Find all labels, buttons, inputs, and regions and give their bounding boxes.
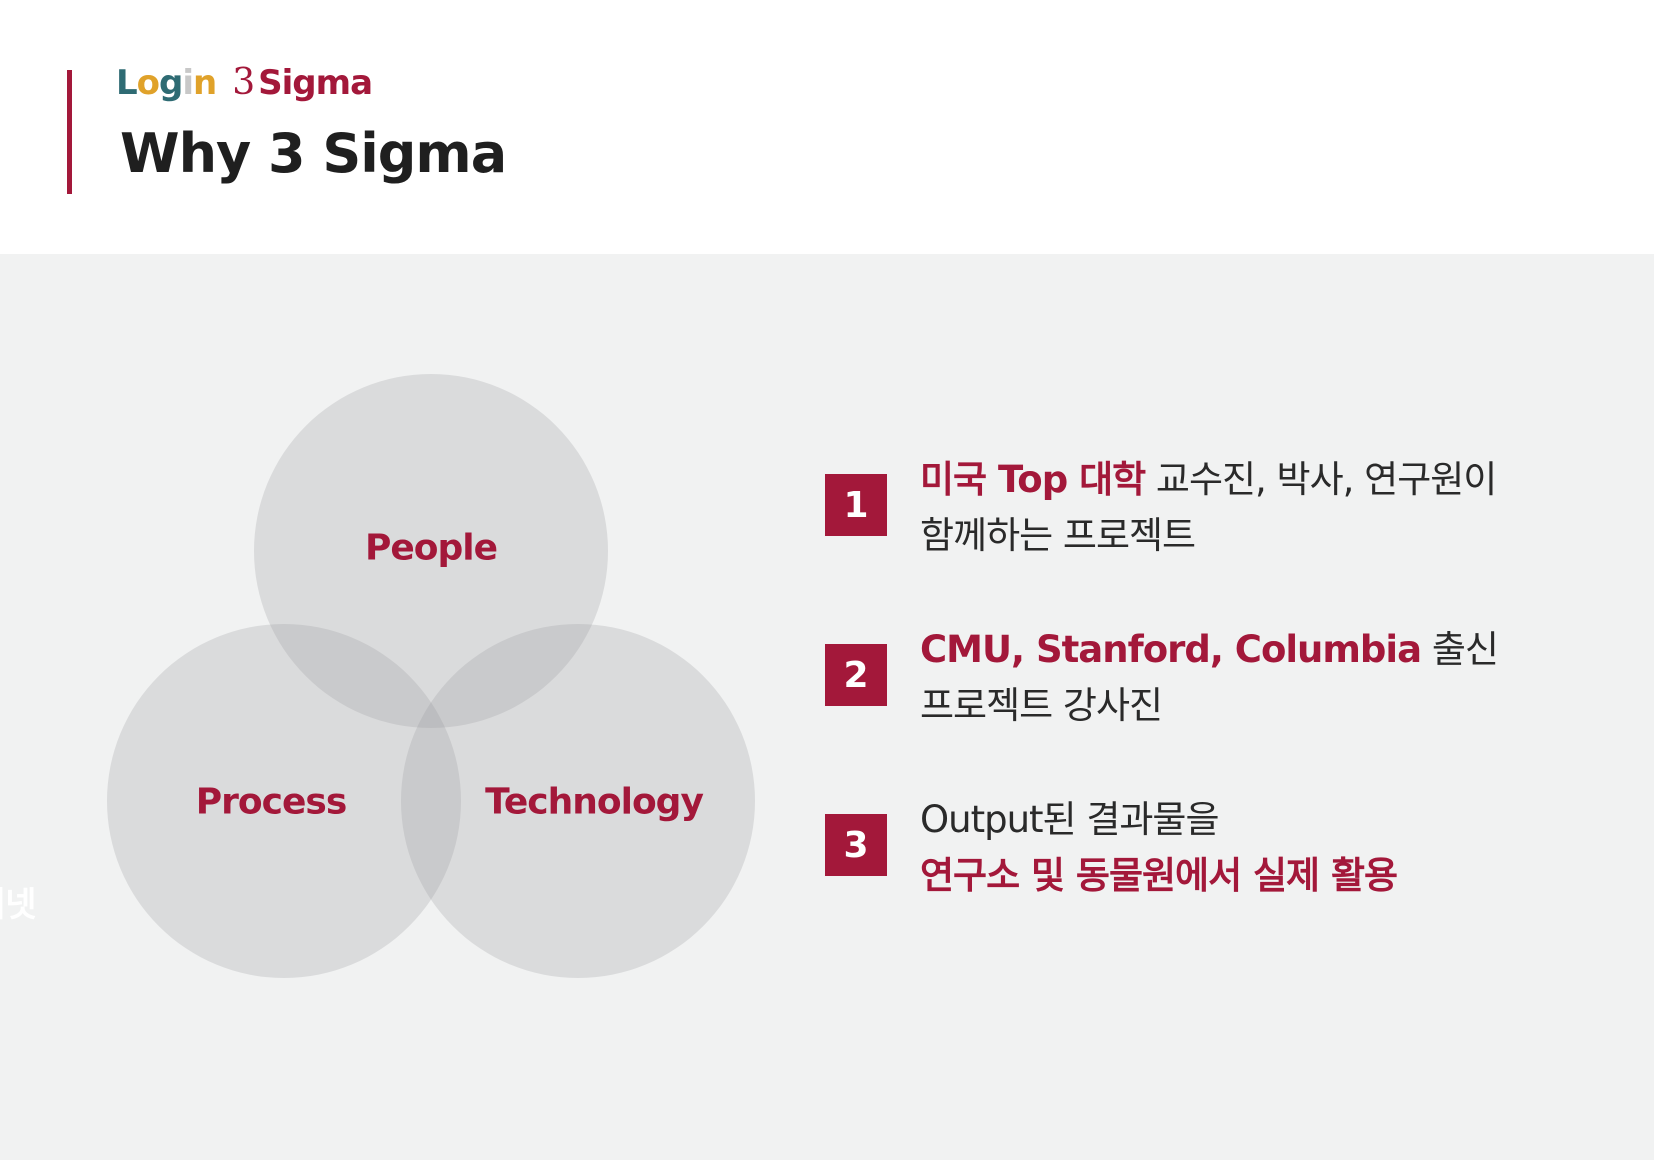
venn-diagram: People Process Technology bbox=[0, 254, 780, 1166]
logo-letter-l: L bbox=[116, 63, 138, 103]
venn-circle-process bbox=[107, 624, 461, 978]
reason-line-1: 미국 Top 대학 교수진, 박사, 연구원이 bbox=[920, 452, 1640, 508]
reason-line-1: Output된 결과물을 bbox=[920, 798, 1220, 841]
page-title: Why 3 Sigma bbox=[120, 122, 507, 185]
reason-rest: 교수진, 박사, 연구원이 bbox=[1145, 458, 1497, 501]
logo-letter-g: g bbox=[159, 63, 183, 103]
logo-three: 3 bbox=[232, 62, 255, 103]
bottom-strip bbox=[0, 1160, 1654, 1166]
logo-letter-n: n bbox=[193, 63, 217, 103]
reason-line-2: 함께하는 프로젝트 bbox=[920, 514, 1196, 557]
slide-header: L o g i n 3 Sigma Why 3 Sigma bbox=[0, 0, 1654, 254]
venn-label-process: Process bbox=[195, 781, 347, 823]
logo-sigma: Sigma bbox=[258, 63, 373, 103]
reason-line-2: 프로젝트 강사진 bbox=[920, 684, 1163, 727]
login-3sigma-logo: L o g i n 3 Sigma bbox=[116, 62, 373, 112]
reason-highlight: 미국 Top 대학 bbox=[920, 458, 1146, 501]
edge-bleed-line-2: 네넷 bbox=[0, 885, 37, 925]
title-accent-bar bbox=[67, 70, 72, 194]
reason-line-1: CMU, Stanford, Columbia 출신 bbox=[920, 622, 1640, 678]
reason-number-badge: 1 bbox=[825, 474, 887, 536]
venn-circle-technology bbox=[401, 624, 755, 978]
venn-circle-people bbox=[254, 374, 608, 728]
logo-letter-i: i bbox=[182, 63, 194, 103]
reason-text: 미국 Top 대학 교수진, 박사, 연구원이 함께하는 프로젝트 bbox=[920, 452, 1640, 564]
reason-number-badge: 3 bbox=[825, 814, 887, 876]
venn-label-technology: Technology bbox=[485, 781, 704, 823]
reason-highlight: CMU, Stanford, Columbia bbox=[920, 628, 1422, 671]
reason-rest: 출신 bbox=[1421, 628, 1499, 671]
logo-letter-o: o bbox=[136, 63, 160, 103]
venn-label-people: People bbox=[364, 527, 498, 569]
reason-number-badge: 2 bbox=[825, 644, 887, 706]
reason-text: CMU, Stanford, Columbia 출신 프로젝트 강사진 bbox=[920, 622, 1640, 734]
edge-bleed-text: o 네넷 bbox=[0, 824, 37, 932]
reason-highlight: 연구소 및 동물원에서 실제 활용 bbox=[920, 854, 1398, 897]
slide-content: o 네넷 People Process Technology 1 미국 Top … bbox=[0, 254, 1654, 1166]
reason-text: Output된 결과물을 연구소 및 동물원에서 실제 활용 bbox=[920, 792, 1640, 904]
